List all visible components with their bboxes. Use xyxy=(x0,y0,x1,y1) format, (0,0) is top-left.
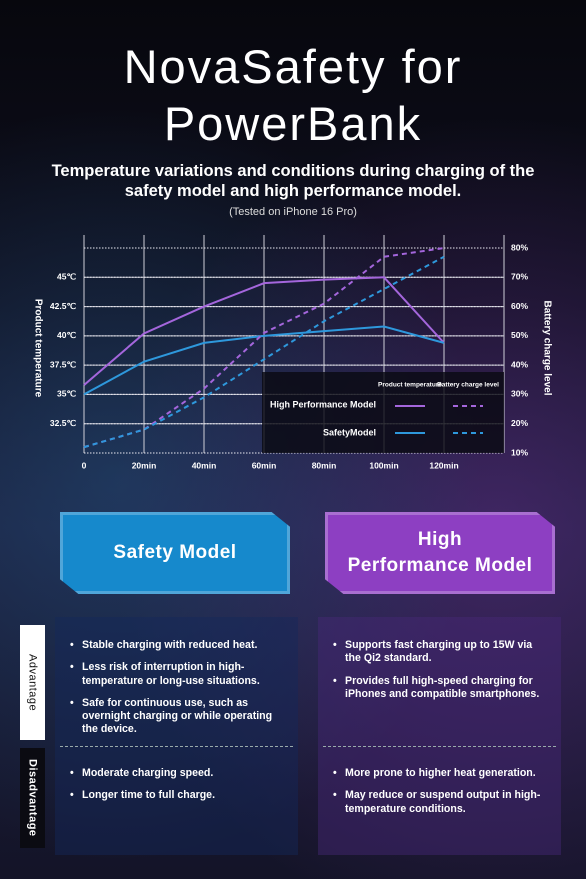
disadvantage-item: More prone to higher heat generation. xyxy=(333,767,548,781)
advantage-list: Supports fast charging up to 15W via the… xyxy=(333,639,548,710)
series-line xyxy=(83,325,445,396)
y-tick-label: 35℃ xyxy=(57,389,76,399)
y-tick-label: 40℃ xyxy=(57,330,76,340)
advantage-list: Stable charging with reduced heat. Less r… xyxy=(70,639,285,746)
legend-column: Product temperature xyxy=(378,382,442,389)
y2-axis-title: Battery charge level xyxy=(541,300,552,395)
advantage-item: Provides full high-speed charging for iP… xyxy=(333,675,548,702)
y-tick-label: 45℃ xyxy=(57,272,76,282)
legend-box xyxy=(262,372,504,453)
disadvantage-item: Moderate charging speed. xyxy=(70,767,285,781)
y2-tick-label: 10% xyxy=(511,447,528,457)
series-line xyxy=(83,247,445,449)
y2-tick-label: 70% xyxy=(511,272,528,282)
y2-tick-label: 50% xyxy=(511,330,528,340)
subtitle: Temperature variations and conditions du… xyxy=(51,162,535,200)
model-name: Performance Model xyxy=(347,555,533,576)
legend-row: SafetyModel xyxy=(323,427,376,437)
title: NovaSafety for PowerBank xyxy=(123,40,463,150)
y-tick-label: 42.5℃ xyxy=(50,301,77,311)
y2-tick-label: 40% xyxy=(511,359,528,369)
y-axis-title: Product temperature xyxy=(32,299,43,398)
x-tick-label: 80min xyxy=(312,460,337,470)
model-name: High xyxy=(417,529,463,550)
x-tick-label: 0 xyxy=(82,460,87,470)
model-tile: High Performance Model xyxy=(325,512,555,594)
legend-row: High Performance Model xyxy=(270,399,376,409)
y2-tick-label: 20% xyxy=(511,418,528,428)
disadvantage-item: Longer time to full charge. xyxy=(70,789,285,803)
y2-tick-label: 60% xyxy=(511,301,528,311)
x-tick-label: 120min xyxy=(429,460,458,470)
advantage-item: Less risk of interruption in high-temper… xyxy=(70,661,285,688)
y-tick-label: 37.5℃ xyxy=(50,359,77,369)
x-tick-label: 40min xyxy=(192,460,217,470)
x-tick-label: 20min xyxy=(132,460,157,470)
title-block: NovaSafety for PowerBank xyxy=(0,38,586,152)
divider xyxy=(60,746,293,747)
y2-tick-label: 30% xyxy=(511,389,528,399)
y2-tick-label: 80% xyxy=(511,242,528,252)
disadvantage-list: Moderate charging speed. Longer time to f… xyxy=(70,767,285,812)
note: (Tested on iPhone 16 Pro) xyxy=(229,206,357,218)
model-tile: Safety Model xyxy=(60,512,290,594)
x-tick-label: 100min xyxy=(369,460,398,470)
legend-column: Battery charge level xyxy=(437,382,499,389)
label-text: Disadvantage xyxy=(26,759,39,837)
model-name: Safety Model xyxy=(113,542,237,563)
disadvantage-item: May reduce or suspend output in high-tem… xyxy=(333,789,548,816)
advantage-item: Stable charging with reduced heat. xyxy=(70,639,285,653)
series-line xyxy=(83,255,445,449)
disadvantage-label: Disadvantage xyxy=(20,748,45,848)
divider xyxy=(323,746,556,747)
y-tick-label: 32.5℃ xyxy=(50,418,77,428)
advantage-item: Supports fast charging up to 15W via the… xyxy=(333,639,548,666)
x-tick-label: 60min xyxy=(252,460,277,470)
advantage-label: Advantage xyxy=(20,625,45,740)
disadvantage-list: More prone to higher heat generation. May… xyxy=(333,767,548,825)
advantage-item: Safe for continuous use, such as overnig… xyxy=(70,697,285,737)
series-line xyxy=(83,276,445,386)
label-text: Advantage xyxy=(26,653,39,712)
chart: Product temperature Battery charge level… xyxy=(32,235,552,470)
